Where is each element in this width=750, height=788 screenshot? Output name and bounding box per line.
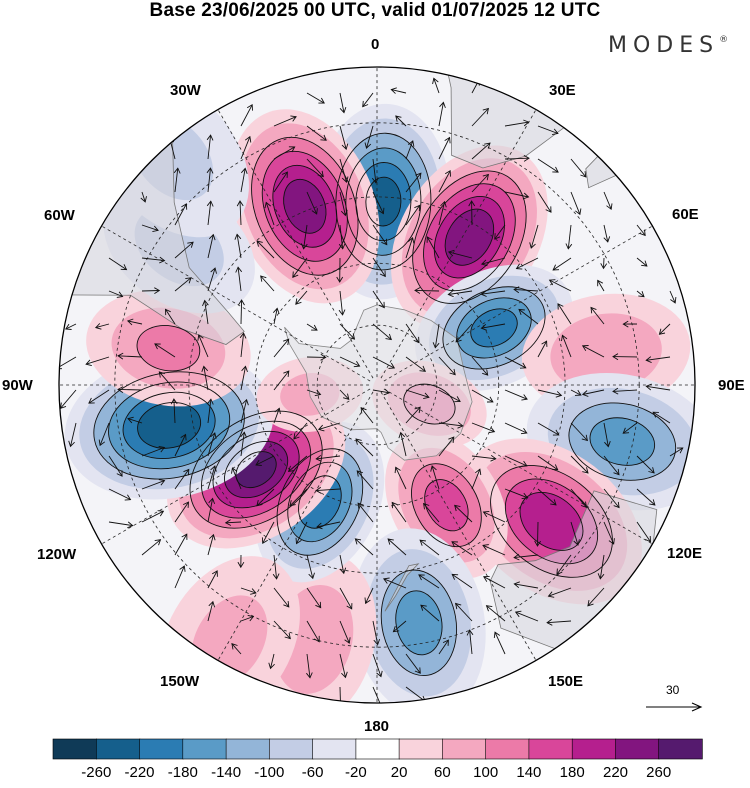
colorbar-swatch (616, 739, 660, 759)
colorbar-swatch (183, 739, 227, 759)
lon-label-150e: 150E (548, 674, 583, 690)
colorbar-swatch (659, 739, 703, 759)
colorbar-swatch (529, 739, 573, 759)
colorbar: -260 -220 -180 -140 -100 -60 -20 20 60 100 140 180 2… (0, 735, 750, 783)
lon-label-30w: 30W (170, 83, 201, 99)
lon-label-120w: 120W (37, 547, 76, 563)
lon-label-30e: 30E (549, 83, 576, 99)
colorbar-tick-label: -100 (254, 764, 284, 781)
lon-label-180: 180 (364, 719, 389, 735)
reference-vector: 30 (640, 680, 710, 720)
colorbar-tick-label: -180 (168, 764, 198, 781)
lon-label-60w: 60W (44, 208, 75, 224)
colorbar-tick-label: -220 (124, 764, 154, 781)
colorbar-swatch (313, 739, 357, 759)
colorbar-tick-label: 260 (646, 764, 671, 781)
colorbar-swatch (140, 739, 184, 759)
colorbar-swatch (53, 739, 97, 759)
colorbar-tick-label: 60 (434, 764, 451, 781)
reference-arrow-icon (640, 680, 710, 720)
lon-label-120e: 120E (667, 546, 702, 562)
colorbar-swatch (572, 739, 616, 759)
colorbar-tick-label: -260 (81, 764, 111, 781)
colorbar-swatch (96, 739, 140, 759)
lon-label-90w: 90W (2, 378, 33, 394)
colorbar-graphic: -260 -220 -180 -140 -100 -60 -20 20 60 100 140 180 2… (0, 735, 750, 783)
colorbar-tick-label: 220 (603, 764, 628, 781)
colorbar-tick-label: 100 (473, 764, 498, 781)
lon-label-150w: 150W (160, 674, 199, 690)
colorbar-tick-label: -20 (345, 764, 367, 781)
colorbar-tick-label: 180 (560, 764, 585, 781)
polar-map (0, 0, 750, 735)
lon-label-90e: 90E (718, 378, 745, 394)
colorbar-tick-label: 140 (516, 764, 541, 781)
colorbar-swatch (226, 739, 270, 759)
colorbar-swatch (486, 739, 530, 759)
colorbar-swatch (269, 739, 313, 759)
lon-label-0: 0 (371, 37, 379, 53)
colorbar-tick-label: -140 (211, 764, 241, 781)
colorbar-swatch (399, 739, 443, 759)
colorbar-swatch (442, 739, 486, 759)
lon-label-60e: 60E (672, 207, 699, 223)
colorbar-tick-label: -60 (302, 764, 324, 781)
colorbar-tick-label: 20 (391, 764, 408, 781)
colorbar-swatch (356, 739, 400, 759)
